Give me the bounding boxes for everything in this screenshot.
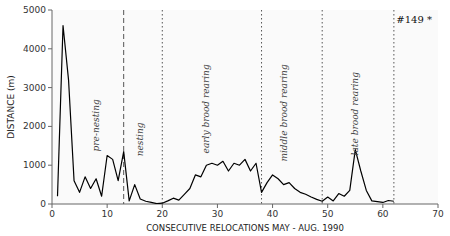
y-tick (48, 165, 52, 166)
x-tick (327, 204, 328, 208)
phase-label: late brood rearing (350, 72, 360, 156)
y-tick (48, 48, 52, 49)
y-tick-label: 5000 (23, 5, 46, 15)
x-tick-label: 50 (322, 209, 334, 219)
plot-marks (58, 10, 394, 204)
x-tick-label: 30 (212, 209, 224, 219)
x-tick (438, 204, 439, 208)
phase-label: pre-nesting (91, 99, 101, 151)
x-axis (52, 204, 438, 205)
vertical-line (123, 10, 124, 204)
phase-label: middle brood rearing (279, 64, 289, 161)
x-tick-label: 0 (49, 209, 55, 219)
title: #149 * (396, 14, 432, 25)
x-tick (162, 204, 163, 208)
x-tick (217, 204, 218, 208)
y-tick (48, 126, 52, 127)
x-tick-label: 10 (101, 209, 113, 219)
vertical-line (261, 10, 262, 204)
y-tick (48, 87, 52, 88)
vertical-line (393, 10, 394, 204)
y-axis-label: DISTANCE (m) (6, 75, 16, 139)
vertical-line (322, 10, 323, 204)
y-tick-label: 2000 (23, 121, 46, 131)
x-tick (382, 204, 383, 208)
plot-area (52, 10, 438, 204)
x-tick-label: 20 (157, 209, 169, 219)
y-tick-label: 0 (40, 199, 46, 209)
y-tick-label: 3000 (23, 83, 46, 93)
x-axis-label: CONSECUTIVE RELOCATIONS MAY - AUG. 1990 (146, 223, 344, 233)
y-axis (52, 10, 53, 204)
chart: 0 1000 2000 3000 4000 5000 0 10 20 30 40 50 60 70 pre-… (0, 0, 450, 236)
data-line (58, 26, 394, 204)
x-tick-label: 70 (432, 209, 444, 219)
y-tick (48, 204, 52, 205)
phase-label: nesting (135, 122, 145, 156)
x-tick (107, 204, 108, 208)
x-tick-label: 60 (377, 209, 389, 219)
x-tick (52, 204, 53, 208)
y-tick-label: 1000 (23, 160, 46, 170)
y-tick-label: 4000 (23, 44, 46, 54)
y-tick (48, 10, 52, 11)
x-tick (272, 204, 273, 208)
vertical-line (162, 10, 163, 204)
x-tick-label: 40 (267, 209, 279, 219)
phase-label: early brood rearing (201, 64, 211, 153)
